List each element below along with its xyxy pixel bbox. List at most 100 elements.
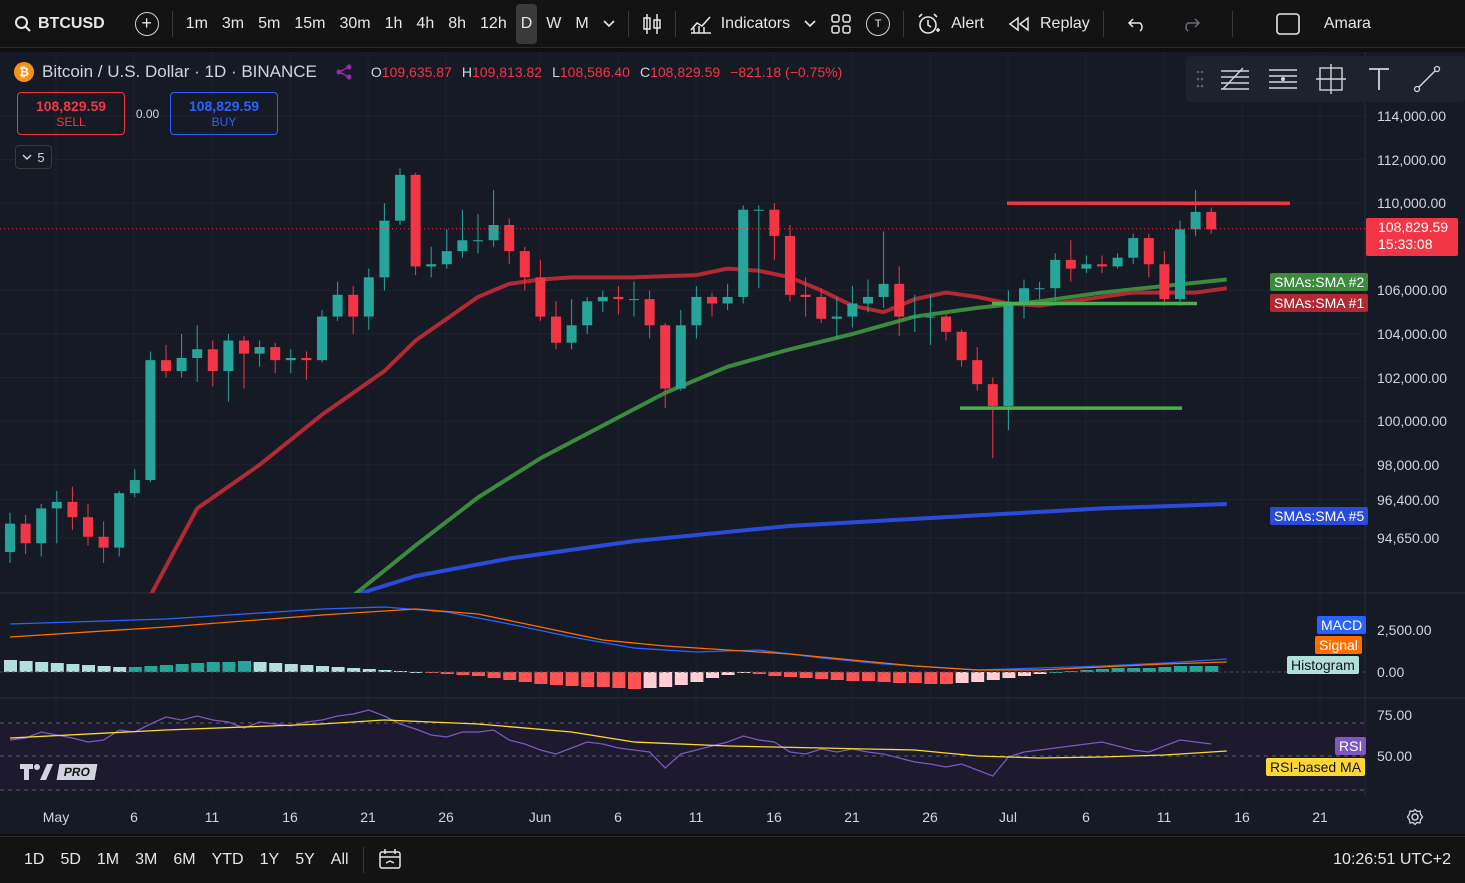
range-5y-button[interactable]: 5Y [295,851,315,868]
replay-label: Replay [1040,14,1090,32]
replay-button[interactable]: Replay [1001,0,1097,48]
trend-lines-tool[interactable] [1218,62,1252,96]
tv-logo-icon [20,764,53,780]
candle-body [473,240,483,242]
chart-type-button[interactable] [635,0,669,48]
time-axis-label: 26 [922,809,938,825]
symbol-search[interactable]: BTCUSD [0,0,112,48]
range-6m-button[interactable]: 6M [173,851,196,868]
histogram-bar [768,672,782,676]
candle-body [738,209,749,297]
indicators-dropdown-button[interactable] [797,0,823,48]
ruler-tool[interactable] [1410,62,1444,96]
range-1d-button[interactable]: 1D [24,851,45,868]
candle-body [1097,264,1107,267]
date-range-button[interactable] [378,848,402,873]
histogram-bar [440,672,454,674]
interval-15m-button[interactable]: 15m [294,14,326,32]
fib-tool[interactable] [1266,62,1300,96]
candle-body [878,283,889,297]
candle-body [597,296,608,302]
candle-body [1206,211,1217,230]
range-all-button[interactable]: All [330,851,349,868]
candle-body [675,325,686,389]
legend-title[interactable]: Bitcoin / U.S. Dollar · 1D · BINANCE [42,62,317,81]
macd-axis-zero: 0.00 [1377,664,1405,680]
indicators-button[interactable]: Indicators [682,0,797,48]
interval-w-button[interactable]: W [546,14,562,32]
interval-3m-button[interactable]: 3m [221,14,245,32]
alert-button[interactable]: Alert [910,0,991,48]
interval-4h-button[interactable]: 4h [416,14,435,32]
histogram-bar [269,663,283,672]
histogram-bar [316,666,329,672]
interval-8h-button[interactable]: 8h [448,14,467,32]
interval-12h-button[interactable]: 12h [480,14,507,32]
chart-canvas[interactable] [0,52,1465,834]
alarm-clock-icon [918,12,941,34]
interval-m-button[interactable]: M [575,14,589,32]
change-value: −821.18 (−0.75%) [730,64,843,80]
interval-d-button[interactable]: D [515,3,538,44]
candle-body [114,493,125,548]
drawing-toolbar [1186,56,1465,102]
grip-icon [1196,70,1204,88]
interval-30m-button[interactable]: 30m [339,14,371,32]
clock-timezone[interactable]: 10:26:51 UTC+2 [1333,851,1451,868]
candle-body [67,501,78,518]
chart-panel[interactable] [0,52,1465,834]
rsi-ma-line [9,719,1227,759]
interval-1m-button[interactable]: 1m [185,14,208,32]
buy-button[interactable]: 108,829.59 BUY [170,92,278,135]
histogram-bar [222,662,236,672]
time-axis[interactable]: May 6 11 16 21 26 Jun 6 11 16 21 26 Jul 6 11 16 21 [0,800,1465,834]
fullscreen-button[interactable] [1269,0,1307,48]
range-5d-button[interactable]: 5D [60,851,81,868]
interval-dropdown-button[interactable] [596,0,622,48]
range-ytd-button[interactable]: YTD [211,851,244,868]
interval-1h-button[interactable]: 1h [384,14,403,32]
range-3m-button[interactable]: 3M [135,851,158,868]
tradingview-logo[interactable]: PRO [20,760,108,784]
time-axis-label: Jun [528,809,552,825]
sma2-badge: SMAs:SMA #2 [1270,273,1369,291]
sell-button[interactable]: 108,829.59 SELL [17,92,125,135]
undo-button[interactable] [1120,0,1154,48]
indicators-collapse-button[interactable]: 5 [15,145,52,169]
settings-gear-icon[interactable] [1406,808,1424,826]
layouts-button[interactable] [823,0,859,48]
replay-icon [1008,16,1029,31]
candle-body [410,174,421,267]
candle-body [831,316,842,319]
candle-body [863,296,873,304]
ohlc-values: O109,635.87 H109,813.82 L108,586.40 C108… [371,64,842,80]
histogram-bar [487,672,501,678]
interval-5m-button[interactable]: 5m [258,14,281,32]
histogram-bar [472,672,485,676]
candle-body [535,277,546,317]
candle-body [36,508,47,544]
range-1m-button[interactable]: 1M [96,851,120,868]
histogram-bar [784,672,797,677]
macd-axis-top: 2,500.00 [1377,622,1432,638]
drag-handle[interactable] [1196,69,1204,89]
patterns-tool[interactable] [1314,62,1348,96]
candle-body [207,349,218,372]
indicator-templates-button[interactable]: T [859,0,897,48]
user-menu[interactable]: Amara [1317,0,1378,48]
indicators-label: Indicators [720,14,791,32]
network-icon[interactable] [335,63,353,81]
candle-body [176,357,187,372]
undo-icon [1127,17,1143,32]
price-axis-label: 100,000.00 [1377,413,1448,430]
range-1y-button[interactable]: 1Y [259,851,280,868]
histogram-bar [752,672,766,674]
redo-button[interactable] [1174,0,1208,48]
candle-body [582,301,593,326]
histogram-bar [206,662,220,672]
compare-symbol-button[interactable]: + [128,0,166,48]
histogram-bar [1018,672,1031,676]
text-tool[interactable] [1362,62,1396,96]
sma1-badge: SMAs:SMA #1 [1270,294,1369,312]
histogram-bar [191,663,205,672]
